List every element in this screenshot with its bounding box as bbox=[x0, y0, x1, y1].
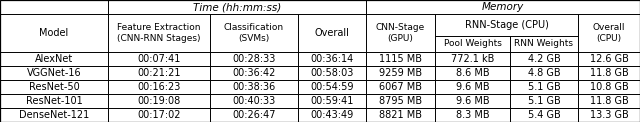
Text: 8.3 MB: 8.3 MB bbox=[456, 110, 490, 120]
Text: 5.1 GB: 5.1 GB bbox=[527, 96, 561, 106]
Text: 00:21:21: 00:21:21 bbox=[137, 68, 180, 78]
Text: 00:59:41: 00:59:41 bbox=[310, 96, 354, 106]
Text: ResNet-101: ResNet-101 bbox=[26, 96, 83, 106]
Text: 00:36:14: 00:36:14 bbox=[310, 54, 354, 64]
Text: 00:36:42: 00:36:42 bbox=[232, 68, 276, 78]
Text: 9259 MB: 9259 MB bbox=[379, 68, 422, 78]
Text: CNN-Stage
(GPU): CNN-Stage (GPU) bbox=[376, 23, 425, 43]
Text: Overall: Overall bbox=[315, 28, 349, 38]
Text: 4.2 GB: 4.2 GB bbox=[527, 54, 561, 64]
Text: 13.3 GB: 13.3 GB bbox=[589, 110, 628, 120]
Text: 00:28:33: 00:28:33 bbox=[232, 54, 276, 64]
Text: Overall
(CPU): Overall (CPU) bbox=[593, 23, 625, 43]
Text: 8821 MB: 8821 MB bbox=[379, 110, 422, 120]
Text: 00:26:47: 00:26:47 bbox=[232, 110, 276, 120]
Text: 5.4 GB: 5.4 GB bbox=[527, 110, 561, 120]
Text: 00:16:23: 00:16:23 bbox=[138, 82, 180, 92]
Text: 11.8 GB: 11.8 GB bbox=[589, 68, 628, 78]
Text: RNN-Stage (CPU): RNN-Stage (CPU) bbox=[465, 20, 548, 30]
Text: AlexNet: AlexNet bbox=[35, 54, 73, 64]
Text: 772.1 kB: 772.1 kB bbox=[451, 54, 494, 64]
Text: 9.6 MB: 9.6 MB bbox=[456, 96, 490, 106]
Text: 00:19:08: 00:19:08 bbox=[138, 96, 180, 106]
Text: ResNet-50: ResNet-50 bbox=[29, 82, 79, 92]
Text: 00:54:59: 00:54:59 bbox=[310, 82, 354, 92]
Text: 4.8 GB: 4.8 GB bbox=[528, 68, 560, 78]
Text: 8.6 MB: 8.6 MB bbox=[456, 68, 490, 78]
Text: 5.1 GB: 5.1 GB bbox=[527, 82, 561, 92]
Text: DenseNet-121: DenseNet-121 bbox=[19, 110, 89, 120]
Text: 10.8 GB: 10.8 GB bbox=[589, 82, 628, 92]
Text: VGGNet-16: VGGNet-16 bbox=[27, 68, 81, 78]
Text: 00:38:36: 00:38:36 bbox=[232, 82, 276, 92]
Text: Time (hh:mm:ss): Time (hh:mm:ss) bbox=[193, 2, 281, 12]
Text: 8795 MB: 8795 MB bbox=[379, 96, 422, 106]
Text: 6067 MB: 6067 MB bbox=[379, 82, 422, 92]
Text: 1115 MB: 1115 MB bbox=[379, 54, 422, 64]
Text: 00:17:02: 00:17:02 bbox=[137, 110, 180, 120]
Text: Model: Model bbox=[40, 28, 68, 38]
Text: Feature Extraction
(CNN-RNN Stages): Feature Extraction (CNN-RNN Stages) bbox=[117, 23, 201, 43]
Text: 00:43:49: 00:43:49 bbox=[310, 110, 354, 120]
Text: 12.6 GB: 12.6 GB bbox=[589, 54, 628, 64]
Text: 11.8 GB: 11.8 GB bbox=[589, 96, 628, 106]
Text: RNN Weights: RNN Weights bbox=[515, 40, 573, 49]
Text: 00:07:41: 00:07:41 bbox=[138, 54, 180, 64]
Text: 00:40:33: 00:40:33 bbox=[232, 96, 276, 106]
Text: Pool Weights: Pool Weights bbox=[444, 40, 501, 49]
Text: 00:58:03: 00:58:03 bbox=[310, 68, 354, 78]
Text: Memory: Memory bbox=[482, 2, 524, 12]
Text: Classification
(SVMs): Classification (SVMs) bbox=[224, 23, 284, 43]
Text: 9.6 MB: 9.6 MB bbox=[456, 82, 490, 92]
